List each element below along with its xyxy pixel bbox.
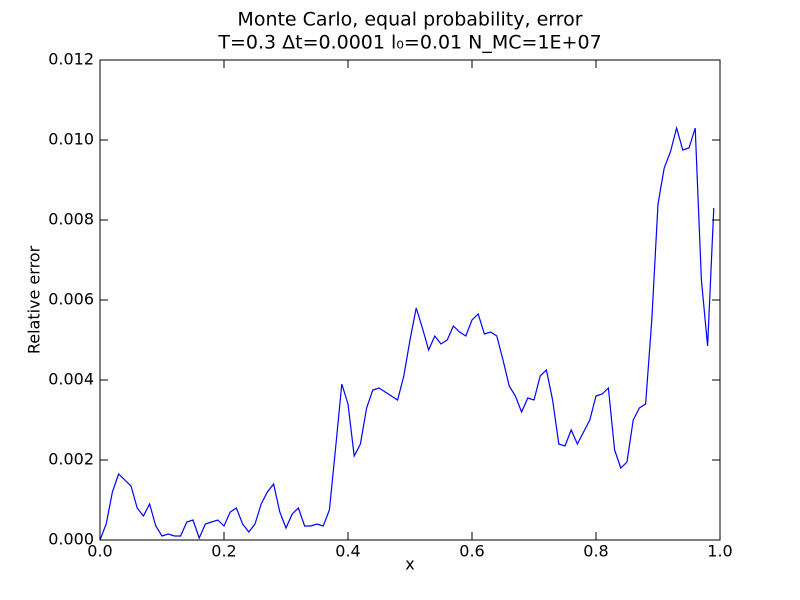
y-tick-label: 0.006 [48,290,94,309]
x-tick-label: 1.0 [707,542,732,561]
y-tick-label: 0.008 [48,210,94,229]
x-tick-label: 0.6 [459,542,484,561]
chart-title: Monte Carlo, equal probability, error [237,9,582,31]
y-tick-label: 0.000 [48,530,94,549]
chart-subtitle: T=0.3 Δt=0.0001 l₀=0.01 N_MC=1E+07 [217,32,601,54]
y-tick-label: 0.004 [48,370,94,389]
y-axis-label: Relative error [25,245,44,354]
x-tick-label: 0.4 [335,542,360,561]
y-tick-label: 0.002 [48,450,94,469]
x-tick-label: 0.0 [87,542,112,561]
x-tick-label: 0.2 [211,542,236,561]
plot-frame [99,59,721,541]
data-line [99,125,715,541]
y-tick-label: 0.012 [48,50,94,69]
y-tick-label: 0.010 [48,130,94,149]
x-tick-label: 0.8 [583,542,608,561]
x-axis-label: x [405,555,414,574]
